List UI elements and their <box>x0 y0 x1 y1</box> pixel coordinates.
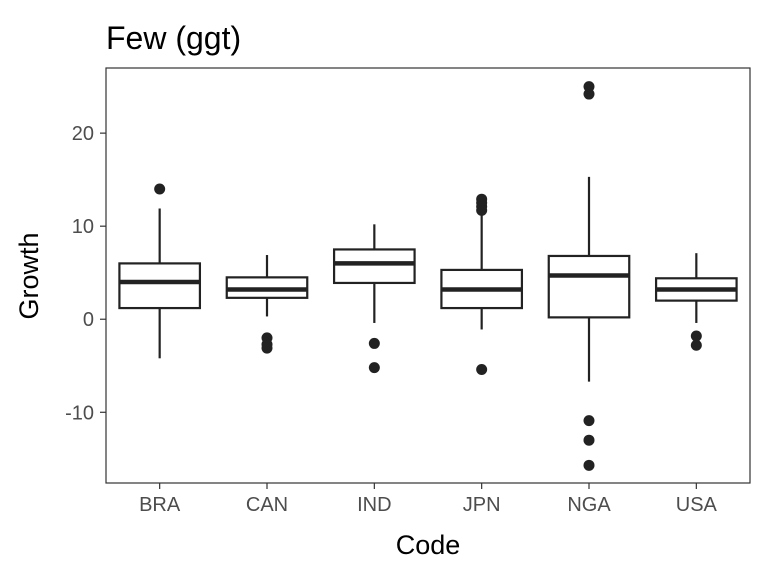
y-tick-label: 0 <box>83 309 94 331</box>
x-tick-label: NGA <box>567 494 611 516</box>
y-tick-label: -10 <box>65 402 94 424</box>
y-axis-label: Growth <box>14 232 44 319</box>
outlier-point <box>583 434 595 446</box>
y-tick-label: 10 <box>72 216 94 238</box>
outlier-point <box>583 415 595 427</box>
outlier-point <box>583 88 595 100</box>
x-tick-label: JPN <box>463 494 501 516</box>
outlier-point <box>368 337 380 349</box>
outlier-point <box>690 330 702 342</box>
outlier-point <box>261 342 273 354</box>
x-tick-label: IND <box>357 494 391 516</box>
x-axis-label: Code <box>396 530 461 560</box>
panel-border <box>105 67 751 484</box>
outlier-point <box>476 204 488 216</box>
y-tick-label: 20 <box>72 123 94 145</box>
x-tick-label: BRA <box>139 494 181 516</box>
box-nga <box>547 254 631 319</box>
outlier-point <box>368 362 380 374</box>
box-bra <box>118 262 202 310</box>
outlier-point <box>154 183 166 195</box>
outlier-point <box>476 363 488 375</box>
outlier-point <box>583 459 595 471</box>
outlier-point <box>690 339 702 351</box>
box-ind <box>332 248 416 285</box>
x-tick-label: CAN <box>246 494 288 516</box>
x-tick-label: USA <box>676 494 718 516</box>
chart-title: Few (ggt) <box>106 20 241 56</box>
